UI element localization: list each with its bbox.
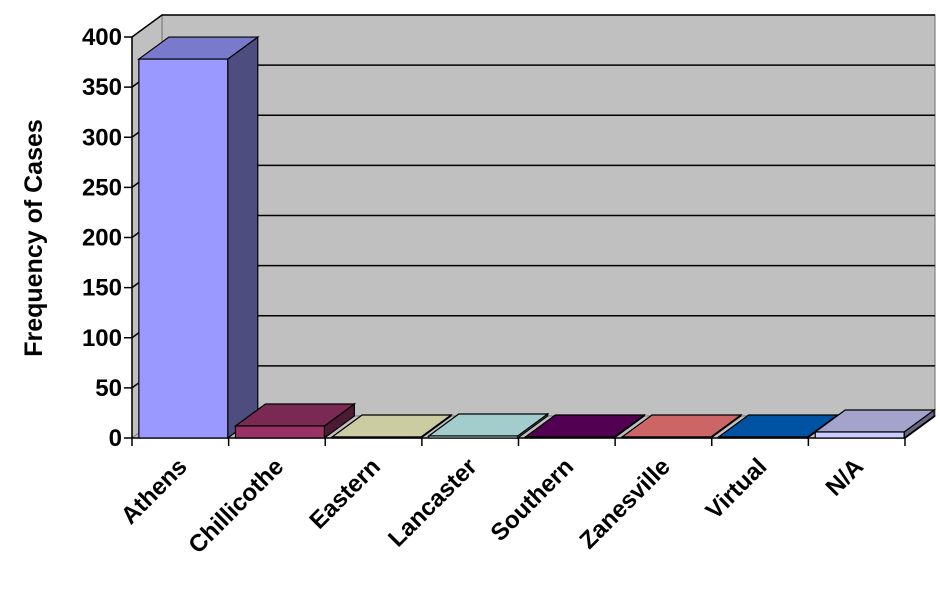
bar-front-face bbox=[814, 431, 905, 439]
y-tick-label: 400 bbox=[82, 24, 122, 51]
y-tick-label: 200 bbox=[82, 225, 122, 252]
bar-front-face bbox=[331, 436, 422, 439]
x-category-label: Chillicothe bbox=[183, 453, 289, 559]
y-tick-label: 300 bbox=[82, 124, 122, 151]
gridline bbox=[131, 14, 935, 38]
bar-lancaster bbox=[426, 412, 550, 440]
bars bbox=[137, 35, 936, 440]
bar-front-face bbox=[138, 58, 229, 439]
y-tick-label: 100 bbox=[82, 325, 122, 352]
bar-front-face bbox=[524, 436, 615, 439]
bar-front-face bbox=[621, 436, 712, 439]
bar-athens bbox=[137, 35, 260, 440]
x-category-label: Zanesville bbox=[575, 453, 676, 554]
x-category-label: N/A bbox=[821, 453, 869, 501]
y-tick-label: 350 bbox=[82, 74, 122, 101]
x-category-label: Athens bbox=[116, 453, 193, 530]
y-tick-label: 150 bbox=[82, 275, 122, 302]
bar-front-face bbox=[234, 425, 325, 439]
y-axis-title: Frequency of Cases bbox=[20, 119, 48, 357]
bar-side-face bbox=[227, 35, 259, 440]
bar-zanesville bbox=[620, 413, 743, 440]
bar-front-face bbox=[428, 435, 519, 439]
y-tick-labels: 0 50 100 150 200 250 300 350 400 bbox=[82, 24, 122, 452]
y-tick-label: 0 bbox=[109, 425, 122, 452]
bar-southern bbox=[523, 413, 647, 440]
bar-chillicothe bbox=[233, 402, 357, 440]
bar-eastern bbox=[330, 413, 453, 440]
x-category-label: Lancaster bbox=[383, 453, 482, 552]
y-tick-label: 50 bbox=[95, 375, 122, 402]
x-category-label: Virtual bbox=[701, 453, 773, 525]
bar-n-a bbox=[813, 408, 936, 440]
y-tick-label: 250 bbox=[82, 174, 122, 201]
x-category-label: Eastern bbox=[304, 453, 385, 534]
x-category-label: Southern bbox=[485, 453, 579, 547]
bar-front-face bbox=[718, 436, 809, 439]
